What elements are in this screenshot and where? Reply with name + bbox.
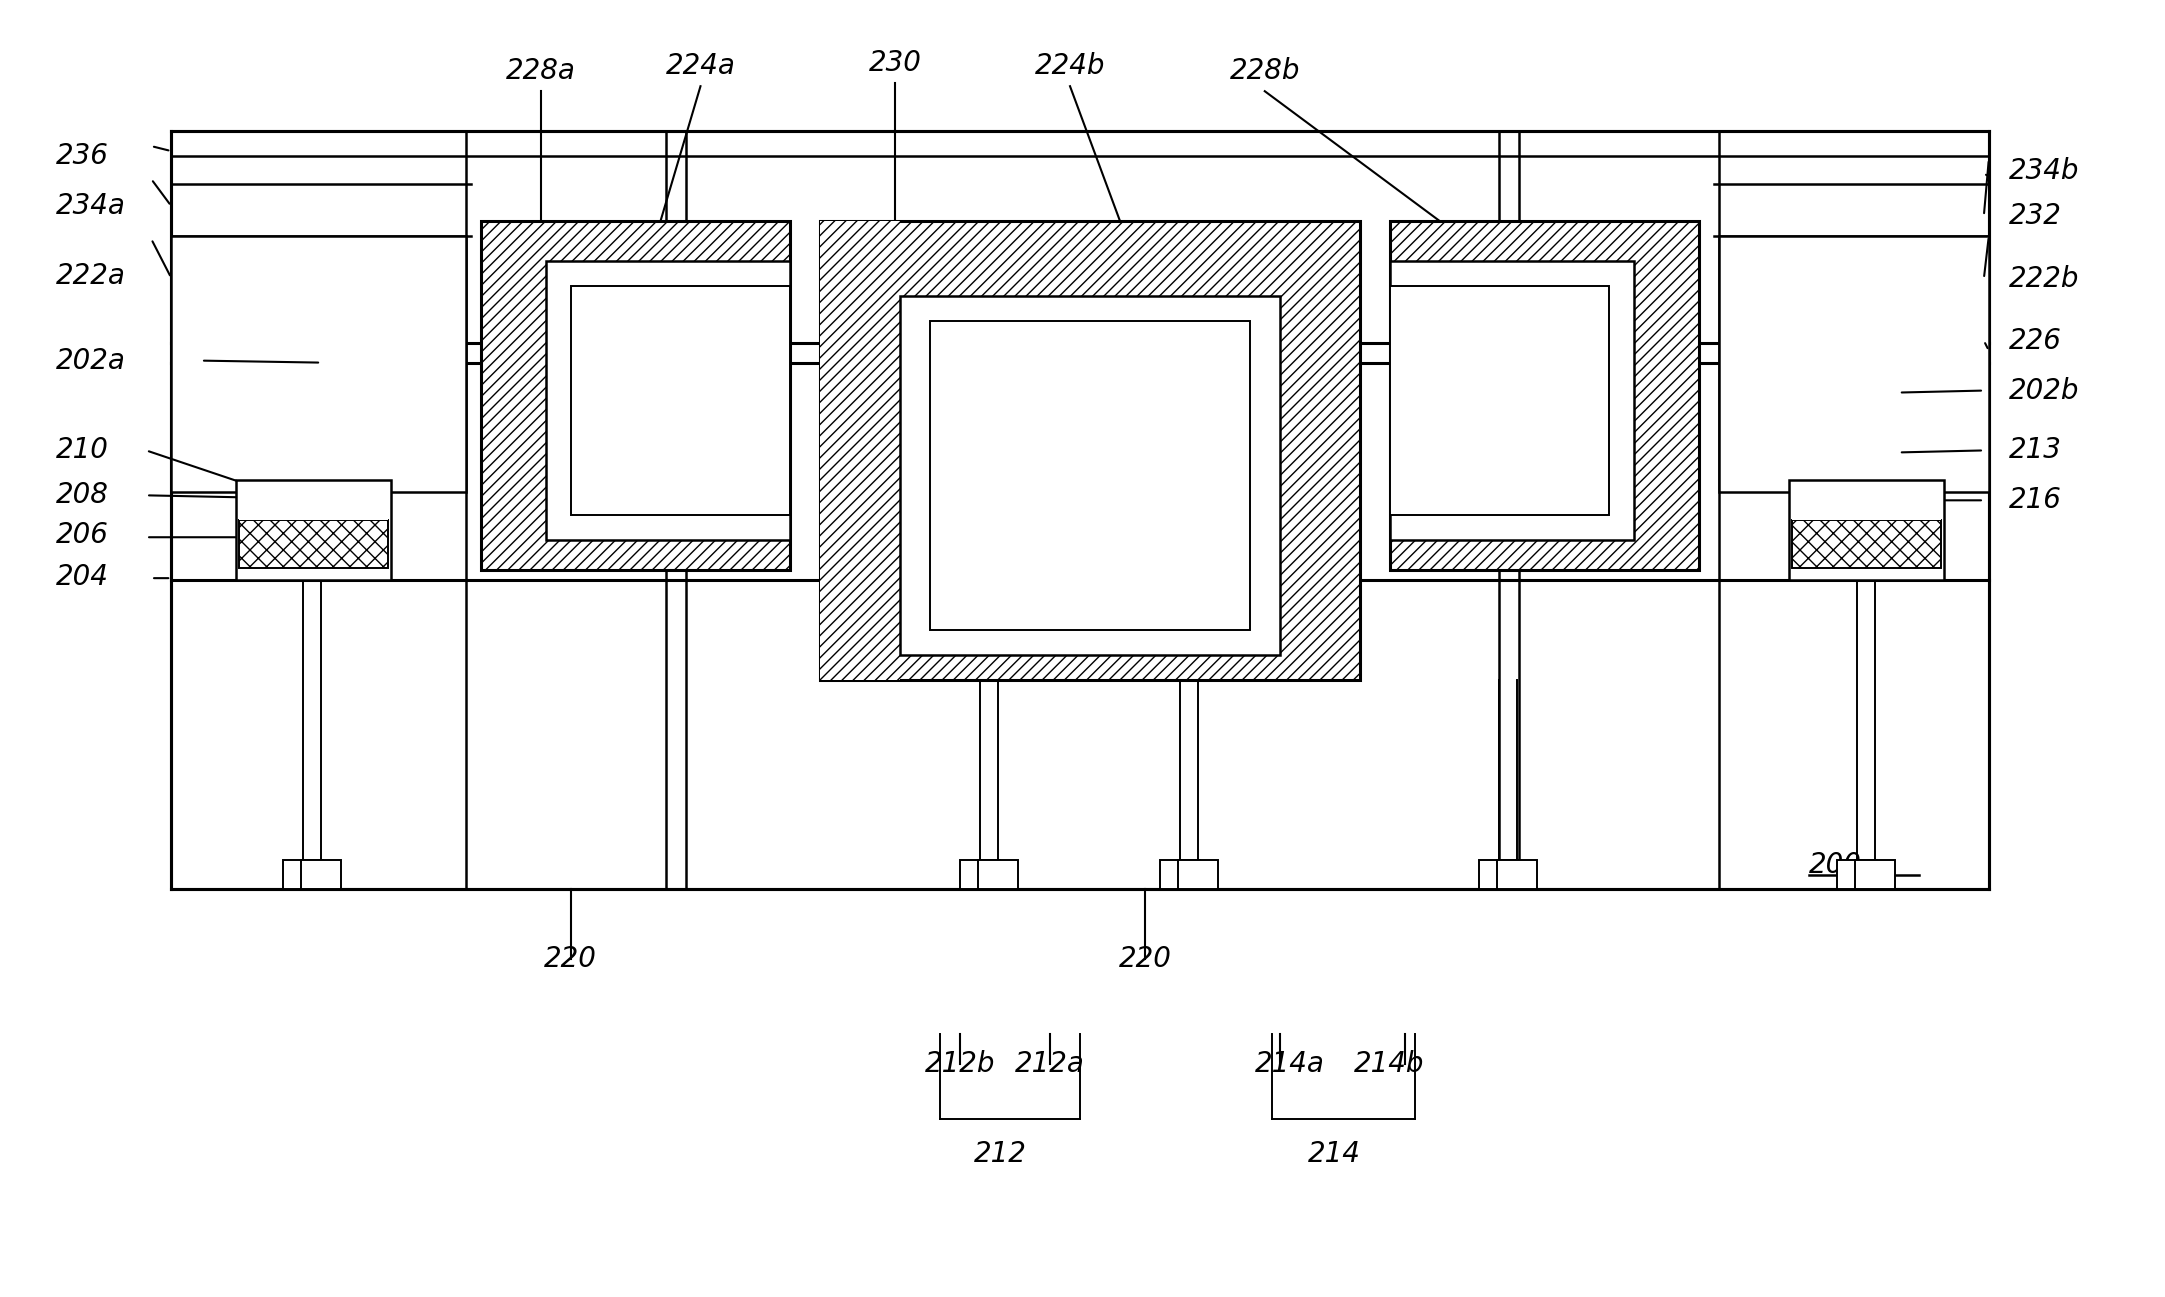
Text: 228b: 228b [1230,57,1299,86]
Text: 218b: 218b [1085,427,1156,454]
Bar [238,520,388,568]
Text: 222b: 222b [2009,265,2078,293]
Text: 213: 213 [2009,436,2061,464]
Text: 228a: 228a [507,57,576,86]
Text: 232: 232 [2009,202,2061,230]
Text: 214: 214 [1308,1140,1362,1167]
Text: 216: 216 [2009,486,2061,515]
Text: 214b: 214b [1355,1051,1425,1078]
Bar [572,285,790,515]
Bar [1793,484,1940,520]
Bar [931,320,1249,630]
Bar [546,261,790,541]
Bar [284,860,323,890]
Bar [1788,480,1944,580]
Bar [1390,220,1700,571]
Text: 200: 200 [1810,851,1862,878]
Text: 202a: 202a [56,346,126,375]
Bar [1719,236,1990,493]
Text: 220: 220 [1119,946,1171,973]
Text: 212: 212 [974,1140,1026,1167]
Bar [481,220,790,571]
Text: 226: 226 [2009,327,2061,354]
Bar [821,220,901,680]
Text: 208: 208 [56,481,108,510]
Text: 224b: 224b [1035,52,1106,80]
Bar [1390,261,1635,541]
Text: 202b: 202b [2009,376,2078,405]
Bar [1838,860,1877,890]
Bar [301,860,340,890]
Text: 234b: 234b [2009,157,2078,185]
Bar [1178,860,1219,890]
Bar [901,296,1280,655]
Bar [238,484,388,520]
Bar [171,131,1990,890]
Bar [979,860,1018,890]
Bar [1498,860,1537,890]
Bar [1390,285,1609,515]
Text: 230: 230 [868,49,922,78]
Text: 212b: 212b [924,1051,996,1078]
Text: 204: 204 [56,563,108,591]
Bar [959,860,1000,890]
Bar [1160,860,1199,890]
Bar [236,480,392,580]
Text: 236: 236 [56,143,108,170]
Text: 210: 210 [56,436,108,464]
Bar [171,236,465,493]
Text: 224a: 224a [665,52,736,80]
Text: 222a: 222a [56,262,126,289]
Bar [1855,860,1894,890]
Bar [1793,520,1940,568]
Bar [1479,860,1520,890]
Text: 220: 220 [543,946,598,973]
Text: 214a: 214a [1256,1051,1325,1078]
Text: 206: 206 [56,521,108,549]
Bar [821,220,1360,680]
Text: 218a: 218a [1085,376,1154,405]
Text: 212a: 212a [1015,1051,1085,1078]
Text: 234a: 234a [56,192,126,220]
